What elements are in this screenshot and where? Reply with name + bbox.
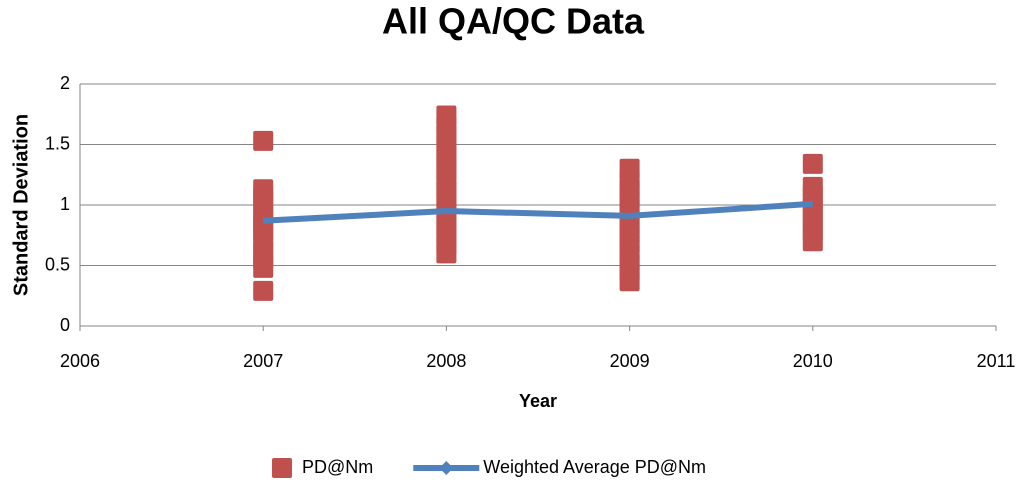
line-series <box>263 200 813 224</box>
legend-label: PD@Nm <box>302 457 373 477</box>
x-tick-label: 2011 <box>977 351 1016 371</box>
y-tick-label: 2 <box>60 73 70 93</box>
x-axis-label: Year <box>519 391 557 411</box>
x-tick-label: 2010 <box>793 351 833 371</box>
scatter-point <box>802 153 823 174</box>
scatter-point <box>253 179 274 200</box>
scatter-point <box>436 105 457 126</box>
x-tick-label: 2006 <box>60 351 100 371</box>
legend-label: Weighted Average PD@Nm <box>483 457 706 477</box>
x-tick-label: 2007 <box>243 351 283 371</box>
scatter-point <box>253 130 274 151</box>
x-tick-label: 2009 <box>610 351 650 371</box>
x-tick-label: 2008 <box>426 351 466 371</box>
legend-marker <box>439 461 454 475</box>
y-tick-label: 1 <box>60 194 70 214</box>
chart-title: All QA/QC Data <box>382 1 645 42</box>
y-tick-label: 0 <box>60 315 70 335</box>
legend-marker <box>272 458 292 478</box>
scatter-point <box>253 280 274 301</box>
y-tick-label: 1.5 <box>45 133 70 153</box>
scatter-point <box>619 158 640 179</box>
y-tick-label: 0.5 <box>45 254 70 274</box>
scatter-point <box>802 176 823 197</box>
y-axis-label: Standard Deviation <box>10 114 32 296</box>
